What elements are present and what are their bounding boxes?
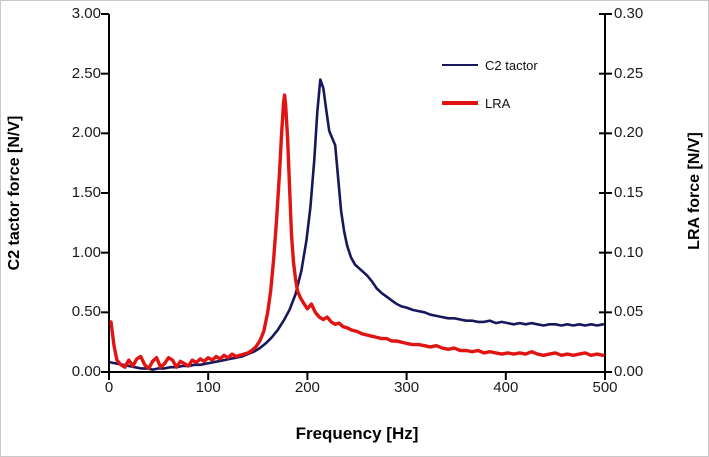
legend: C2 tactor LRA [442,56,538,132]
legend-label-c2-tactor: C2 tactor [485,57,538,73]
y-tick-label-left: 1.00 [71,243,101,261]
y-tick-label-left: 2.50 [71,64,101,82]
legend-item-lra: LRA [442,94,538,112]
y-tick-label-left: 0.50 [71,303,101,321]
y-tick-label-right: 0.00 [614,363,644,380]
y-tick-label-right: 0.30 [614,5,644,22]
right-axis-title: LRA force [N/V] [686,132,703,250]
y-tick-label-right: 0.20 [614,124,644,142]
y-tick-label-right: 0.15 [614,184,644,201]
x-tick-label: 400 [493,379,519,396]
left-axis-title: C2 tactor force [N/V] [6,115,23,271]
x-axis-title: Frequency [Hz] [295,424,419,443]
legend-line-lra [442,101,478,105]
x-tick-label: 100 [195,379,221,396]
y-tick-label-left: 2.00 [71,124,101,142]
y-tick-label-right: 0.10 [614,243,644,261]
x-tick-label: 300 [394,379,420,396]
y-tick-label-right: 0.25 [614,64,644,82]
y-tick-label-left: 0.00 [71,363,101,380]
y-tick-label-left: 3.00 [71,5,101,22]
legend-line-c2-tactor [442,63,478,67]
x-tick-label: 500 [592,379,618,396]
x-tick-label: 200 [294,379,320,396]
y-tick-label-right: 0.05 [614,303,644,321]
legend-label-lra: LRA [485,95,511,111]
series-line-c2-tactor [109,78,605,371]
series-line-lra [109,93,605,371]
legend-item-c2-tactor: C2 tactor [442,56,538,74]
x-tick-label: 0 [104,379,114,396]
y-tick-label-left: 1.50 [71,184,101,201]
